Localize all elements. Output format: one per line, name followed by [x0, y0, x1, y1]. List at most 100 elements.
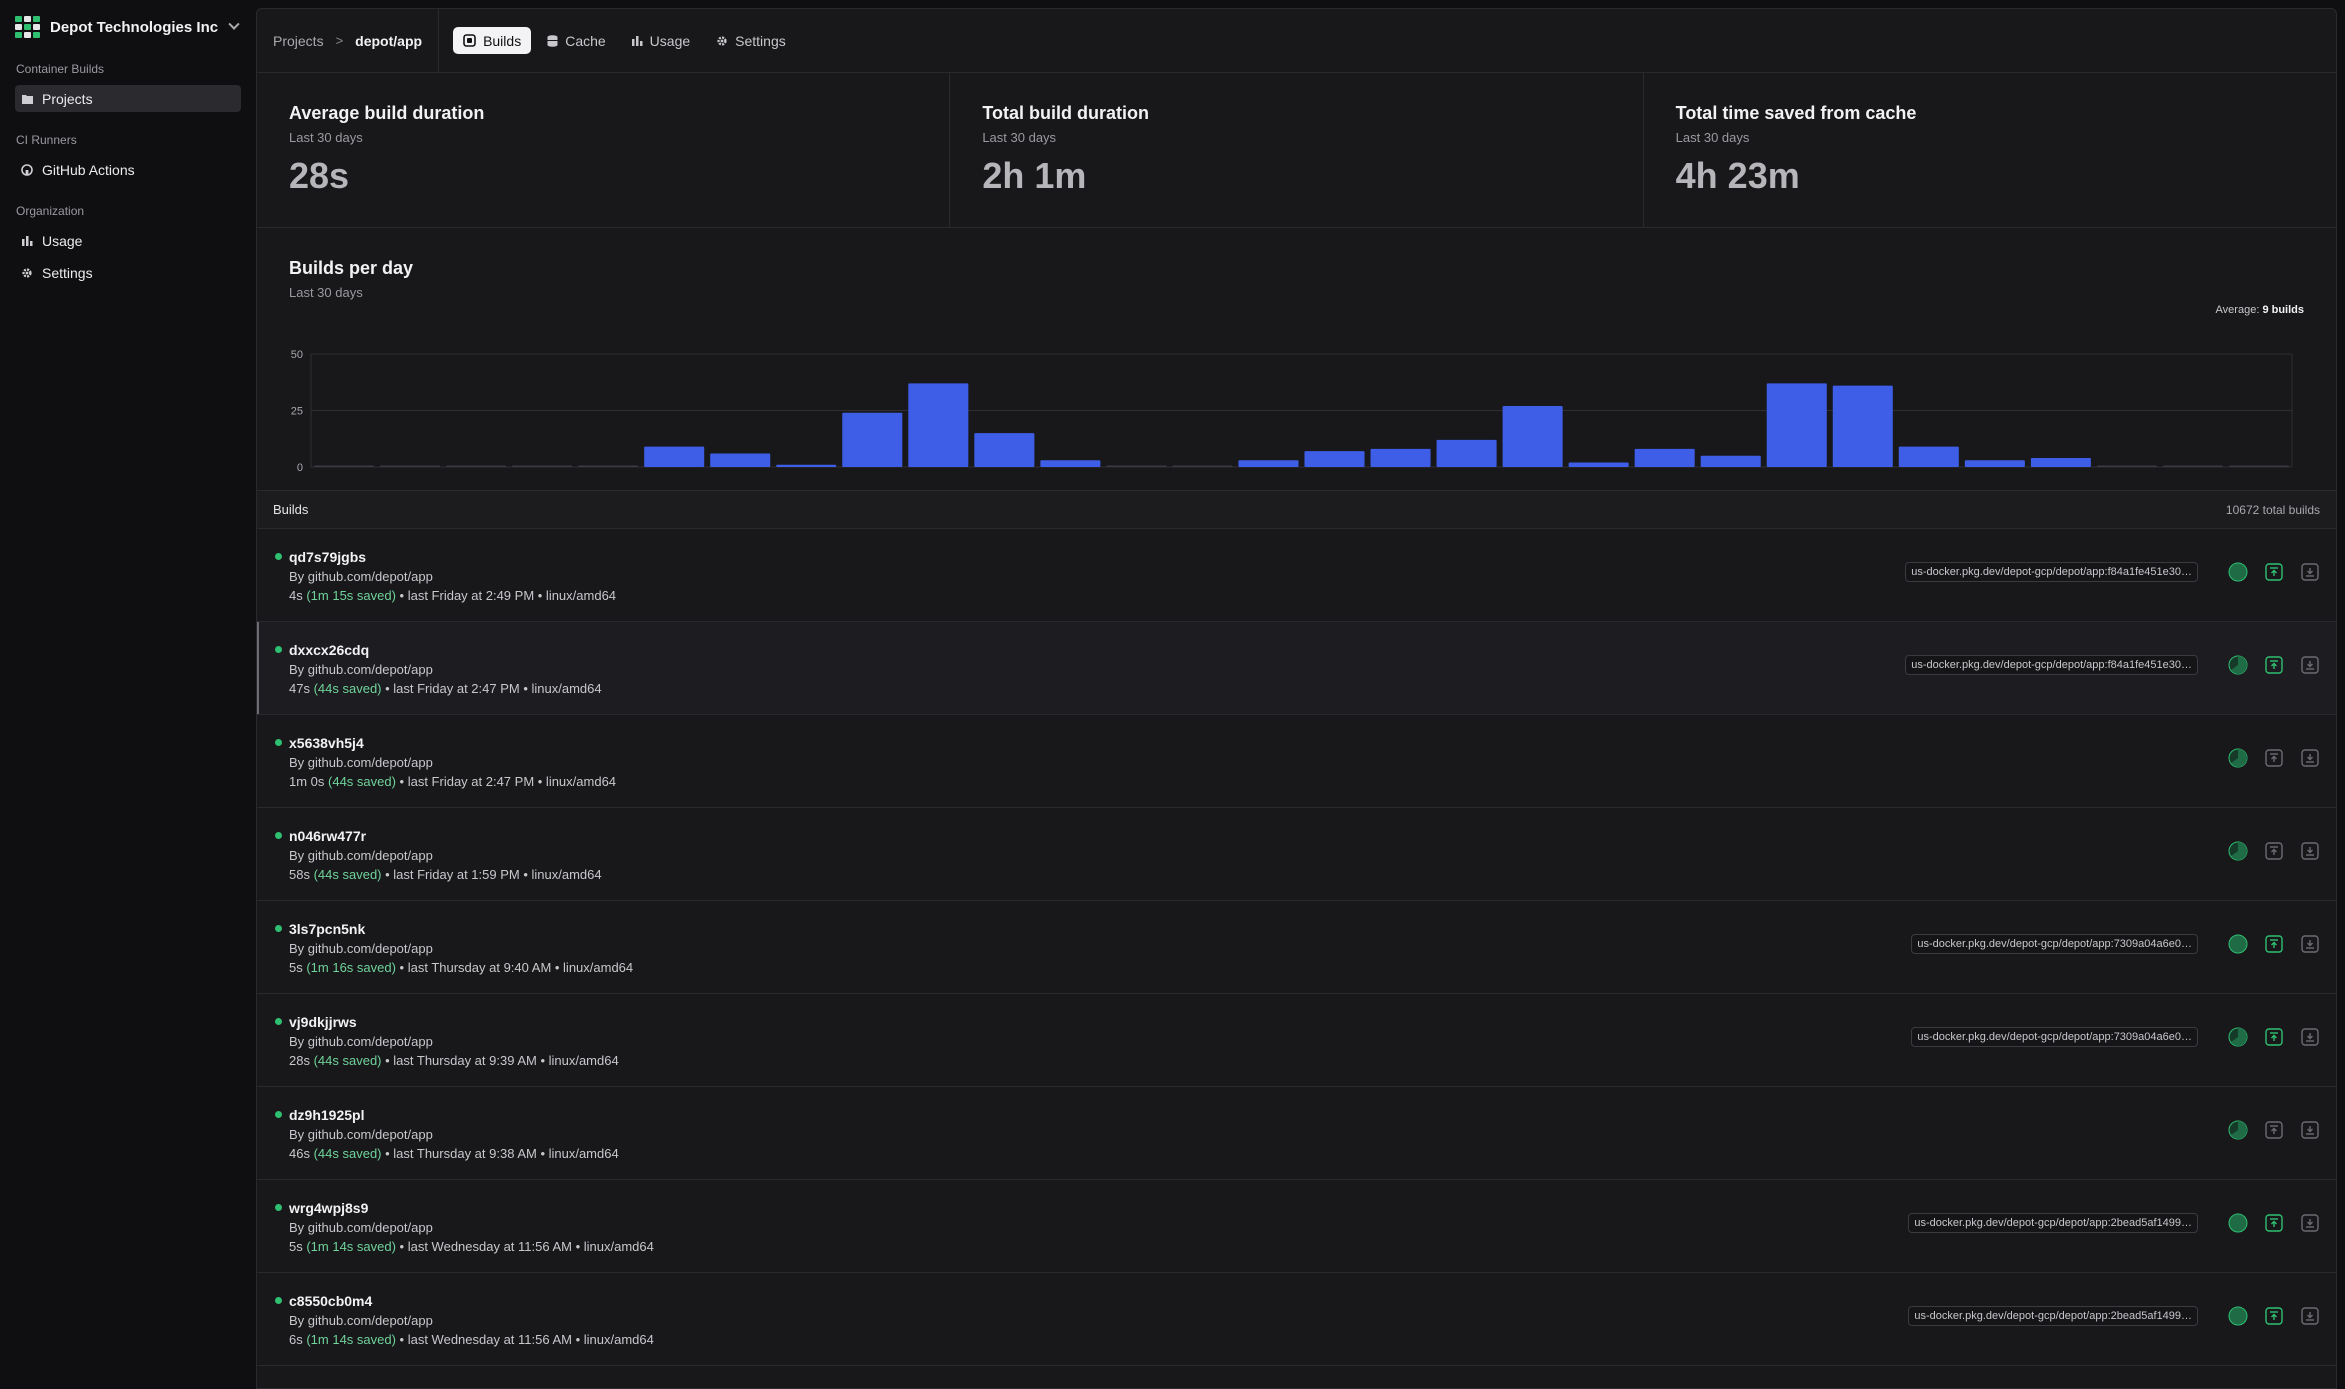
- push-icon[interactable]: [2264, 1306, 2284, 1326]
- image-tag[interactable]: us-docker.pkg.dev/depot-gcp/depot/app:f8…: [1905, 655, 2198, 675]
- download-icon[interactable]: [2300, 1120, 2320, 1140]
- build-id[interactable]: 3ls7pcn5nk: [289, 921, 366, 937]
- chart-bar: [1502, 405, 1563, 467]
- download-icon[interactable]: [2300, 841, 2320, 861]
- chart-bar: [1832, 385, 1893, 467]
- sidebar-item-github-actions[interactable]: GitHub Actions: [15, 156, 241, 183]
- build-actions: us-docker.pkg.dev/depot-gcp/depot/app:f8…: [1905, 655, 2320, 675]
- chart-bar: [2030, 457, 2091, 467]
- status-dot: [275, 1018, 282, 1025]
- stat-subtitle: Last 30 days: [982, 130, 1057, 145]
- build-id[interactable]: vj9dkjjrws: [289, 1014, 357, 1030]
- push-icon[interactable]: [2264, 748, 2284, 768]
- push-icon[interactable]: [2264, 1213, 2284, 1233]
- cache-status-icon[interactable]: [2228, 1027, 2248, 1047]
- gear-icon: [21, 267, 33, 279]
- build-row[interactable]: c8550cb0m4 By github.com/depot/app 6s (1m …: [257, 1273, 2336, 1366]
- status-dot: [275, 1204, 282, 1211]
- download-icon[interactable]: [2300, 1306, 2320, 1326]
- sidebar-item-projects[interactable]: Projects: [15, 85, 241, 112]
- depot-logo-icon: [15, 16, 40, 38]
- cache-status-icon[interactable]: [2228, 1306, 2248, 1326]
- build-cache-saved: (1m 14s saved): [306, 1332, 396, 1347]
- cache-status-icon[interactable]: [2228, 1120, 2248, 1140]
- image-tag[interactable]: us-docker.pkg.dev/depot-gcp/depot/app:73…: [1911, 934, 2198, 954]
- tab-settings[interactable]: Settings: [706, 27, 796, 54]
- image-tag[interactable]: us-docker.pkg.dev/depot-gcp/depot/app:f8…: [1905, 562, 2198, 582]
- chart-y-tick-label: 50: [291, 349, 303, 361]
- image-tag[interactable]: us-docker.pkg.dev/depot-gcp/depot/app:2b…: [1908, 1306, 2198, 1326]
- chart-bar: [1304, 451, 1365, 467]
- stat-subtitle: Last 30 days: [289, 130, 363, 145]
- build-row[interactable]: qd7s79jgbs By github.com/depot/app 4s (1m …: [257, 529, 2336, 622]
- download-icon[interactable]: [2300, 655, 2320, 675]
- build-row[interactable]: n046rw477r By github.com/depot/app 58s (44…: [257, 808, 2336, 901]
- build-actions: [2212, 1120, 2320, 1140]
- build-row[interactable]: dxxcx26cdq By github.com/depot/app 47s (44…: [257, 622, 2336, 715]
- push-icon[interactable]: [2264, 1120, 2284, 1140]
- build-id[interactable]: qd7s79jgbs: [289, 549, 367, 565]
- builds-header-label: Builds: [273, 502, 309, 517]
- cache-status-icon[interactable]: [2228, 655, 2248, 675]
- build-id[interactable]: x5638vh5j4: [289, 735, 364, 751]
- build-meta: 5s (1m 16s saved) • last Thursday at 9:4…: [289, 960, 2320, 975]
- chart-bar: [710, 453, 771, 467]
- chart-bar: [1898, 446, 1959, 467]
- build-duration: 47s: [289, 681, 314, 696]
- build-id[interactable]: wrg4wpj8s9: [289, 1200, 369, 1216]
- push-icon[interactable]: [2264, 655, 2284, 675]
- status-dot: [275, 832, 282, 839]
- sidebar-item-usage[interactable]: Usage: [15, 227, 241, 254]
- cache-status-icon[interactable]: [2228, 1213, 2248, 1233]
- build-time-platform: • last Thursday at 9:39 AM • linux/amd64: [381, 1053, 619, 1068]
- cache-status-icon[interactable]: [2228, 841, 2248, 861]
- download-icon[interactable]: [2300, 748, 2320, 768]
- build-id[interactable]: dz9h1925pl: [289, 1107, 365, 1123]
- download-icon[interactable]: [2300, 1213, 2320, 1233]
- tab-usage[interactable]: Usage: [622, 27, 700, 54]
- download-icon[interactable]: [2300, 934, 2320, 954]
- status-dot: [275, 739, 282, 746]
- tab-builds[interactable]: Builds: [453, 27, 532, 54]
- image-tag[interactable]: us-docker.pkg.dev/depot-gcp/depot/app:2b…: [1908, 1213, 2198, 1233]
- image-tag[interactable]: us-docker.pkg.dev/depot-gcp/depot/app:73…: [1911, 1027, 2198, 1047]
- cache-status-icon[interactable]: [2228, 934, 2248, 954]
- tab-label: Usage: [649, 32, 691, 49]
- chart-bar: [1700, 455, 1761, 467]
- download-icon[interactable]: [2300, 1027, 2320, 1047]
- build-row[interactable]: dz9h1925pl By github.com/depot/app 46s (44…: [257, 1087, 2336, 1180]
- push-icon[interactable]: [2264, 934, 2284, 954]
- build-id[interactable]: c8550cb0m4: [289, 1293, 373, 1309]
- push-icon[interactable]: [2264, 1027, 2284, 1047]
- download-icon[interactable]: [2300, 562, 2320, 582]
- breadcrumb-projects[interactable]: Projects: [273, 32, 324, 49]
- cache-status-icon[interactable]: [2228, 562, 2248, 582]
- build-author: By github.com/depot/app: [289, 1034, 433, 1049]
- build-id[interactable]: n046rw477r: [289, 828, 367, 844]
- build-time-platform: • last Friday at 2:47 PM • linux/amd64: [395, 774, 617, 789]
- build-cache-saved: (44s saved): [313, 867, 382, 882]
- build-duration: 58s: [289, 867, 314, 882]
- build-row[interactable]: wrg4wpj8s9 By github.com/depot/app 5s (1m …: [257, 1180, 2336, 1273]
- status-dot: [275, 646, 282, 653]
- org-switcher[interactable]: Depot Technologies Inc: [15, 16, 241, 38]
- builds-per-day-section: Builds per day Last 30 days Average: 9 b…: [257, 228, 2336, 491]
- sidebar-item-settings[interactable]: Settings: [15, 259, 241, 286]
- build-time-platform: • last Thursday at 9:40 AM • linux/amd64: [395, 960, 634, 975]
- breadcrumb-current[interactable]: depot/app: [355, 32, 423, 49]
- build-row[interactable]: x5638vh5j4 By github.com/depot/app 1m 0s (…: [257, 715, 2336, 808]
- push-icon[interactable]: [2264, 562, 2284, 582]
- chart-bar: [512, 465, 573, 467]
- build-time-platform: • last Friday at 2:47 PM • linux/amd64: [381, 681, 602, 696]
- push-icon[interactable]: [2264, 841, 2284, 861]
- sidebar: Depot Technologies Inc Container Builds …: [0, 0, 256, 1389]
- build-row[interactable]: vj9dkjjrws By github.com/depot/app 28s (44…: [257, 994, 2336, 1087]
- build-id[interactable]: dxxcx26cdq: [289, 642, 370, 658]
- cache-status-icon[interactable]: [2228, 748, 2248, 768]
- chart-bar: [380, 465, 441, 467]
- tab-cache[interactable]: Cache: [537, 27, 615, 54]
- build-meta: 1m 0s (44s saved) • last Friday at 2:47 …: [289, 774, 2320, 789]
- stat-value: 28s: [289, 155, 350, 196]
- build-row[interactable]: 3ls7pcn5nk By github.com/depot/app 5s (1m …: [257, 901, 2336, 994]
- build-author: By github.com/depot/app: [289, 848, 433, 863]
